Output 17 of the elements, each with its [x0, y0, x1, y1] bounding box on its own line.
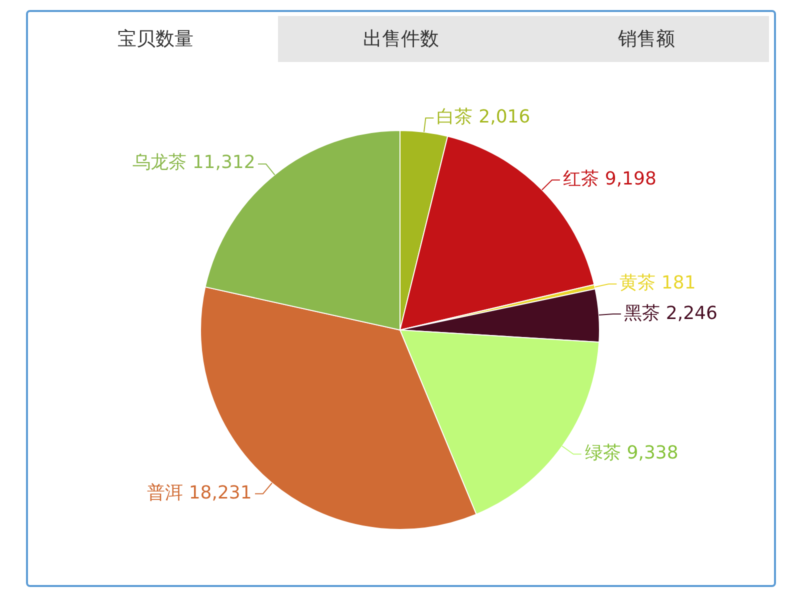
chart-title: 宝贝数量: [33, 16, 278, 62]
data-label: 2,246: [666, 303, 718, 324]
text: 销售额: [616, 27, 676, 52]
data-label: 18,231: [188, 482, 252, 504]
slice-label: 黄茶: [619, 272, 656, 294]
text: 出售件数: [362, 27, 440, 52]
data-label: 9,198: [604, 168, 656, 190]
data-label: 2,016: [478, 106, 530, 128]
slice-label: 黑茶: [624, 303, 660, 324]
slice-label: 乌龙茶: [132, 152, 186, 174]
data-label: 9,338: [626, 442, 678, 464]
data-label: 181: [661, 272, 696, 294]
slice-label: 绿茶: [584, 442, 621, 464]
data-label: 11,312: [192, 152, 256, 174]
slice-label: 红茶: [562, 168, 599, 190]
slice-label: 白茶: [436, 106, 473, 128]
slice-label: 普洱: [146, 482, 183, 504]
